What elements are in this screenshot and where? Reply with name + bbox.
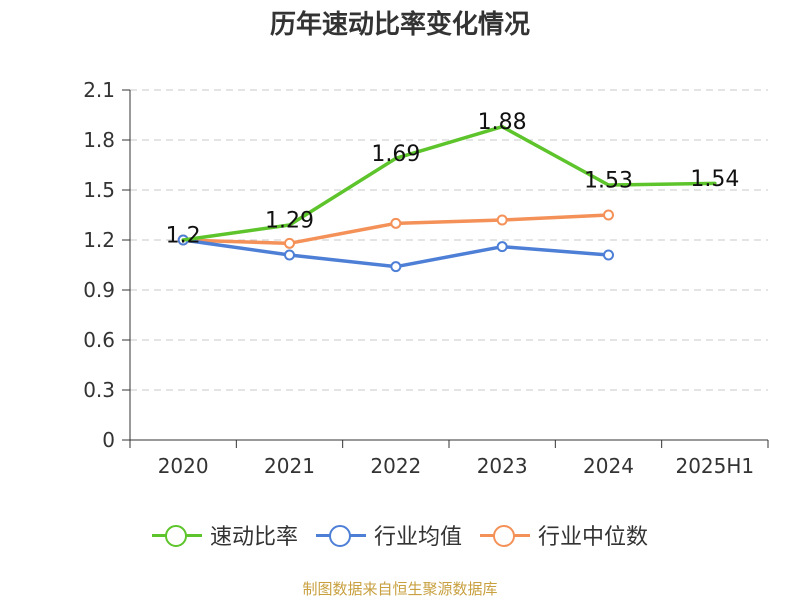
x-tick-label: 2021: [264, 454, 315, 478]
y-tick-label: 1.8: [83, 128, 115, 152]
data-label: 1.69: [371, 142, 420, 167]
data-point: [284, 249, 295, 261]
y-tick-label: 0.6: [83, 328, 115, 352]
data-point: [496, 214, 508, 226]
y-tick-label: 0: [102, 428, 115, 452]
legend-item-industry-mean[interactable]: 行业均值: [315, 519, 462, 551]
y-tick-label: 0.9: [83, 278, 115, 302]
data-label: 1.2: [166, 224, 201, 249]
data-point: [496, 241, 508, 253]
legend-ring: [493, 525, 515, 547]
y-tick-label: 1.2: [83, 228, 115, 252]
legend-label-quick-ratio: 速动比率: [209, 525, 298, 550]
series-line: [181, 124, 717, 242]
data-label: 1.88: [478, 110, 527, 135]
chart-title: 历年速动比率变化情况: [269, 10, 530, 40]
legend-label-industry-median: 行业中位数: [538, 525, 649, 550]
legend-label-industry-mean: 行业均值: [373, 525, 462, 550]
data-point: [603, 249, 614, 261]
legend-item-industry-median[interactable]: 行业中位数: [480, 519, 648, 551]
legend-ring: [164, 525, 187, 547]
data-label: 1.54: [690, 167, 739, 192]
x-tick-label: 2023: [477, 454, 528, 478]
legend-swatch-industry-mean: [315, 523, 366, 547]
data-point: [603, 209, 614, 221]
data-point: [390, 217, 402, 229]
x-tick-label: 2022: [370, 454, 421, 478]
y-tick-label: 1.5: [83, 178, 115, 202]
legend-item-quick-ratio[interactable]: 速动比率: [151, 519, 298, 551]
data-label: 1.29: [265, 209, 314, 234]
source-note: 制图数据来自恒生聚源数据库: [302, 580, 498, 598]
data-point: [390, 261, 402, 273]
legend-swatch-quick-ratio: [151, 523, 202, 547]
x-tick-label: 2020: [158, 454, 209, 478]
x-tick-label: 2025H1: [675, 454, 754, 478]
data-label: 1.53: [584, 169, 633, 194]
legend: 速动比率 行业均值 行业中位数: [0, 519, 800, 551]
y-tick-label: 2.1: [83, 78, 115, 102]
x-tick-label: 2024: [583, 454, 634, 478]
legend-ring: [328, 525, 351, 547]
y-tick-label: 0.3: [83, 378, 115, 402]
legend-swatch-industry-median: [480, 523, 530, 547]
data-point: [284, 237, 295, 249]
